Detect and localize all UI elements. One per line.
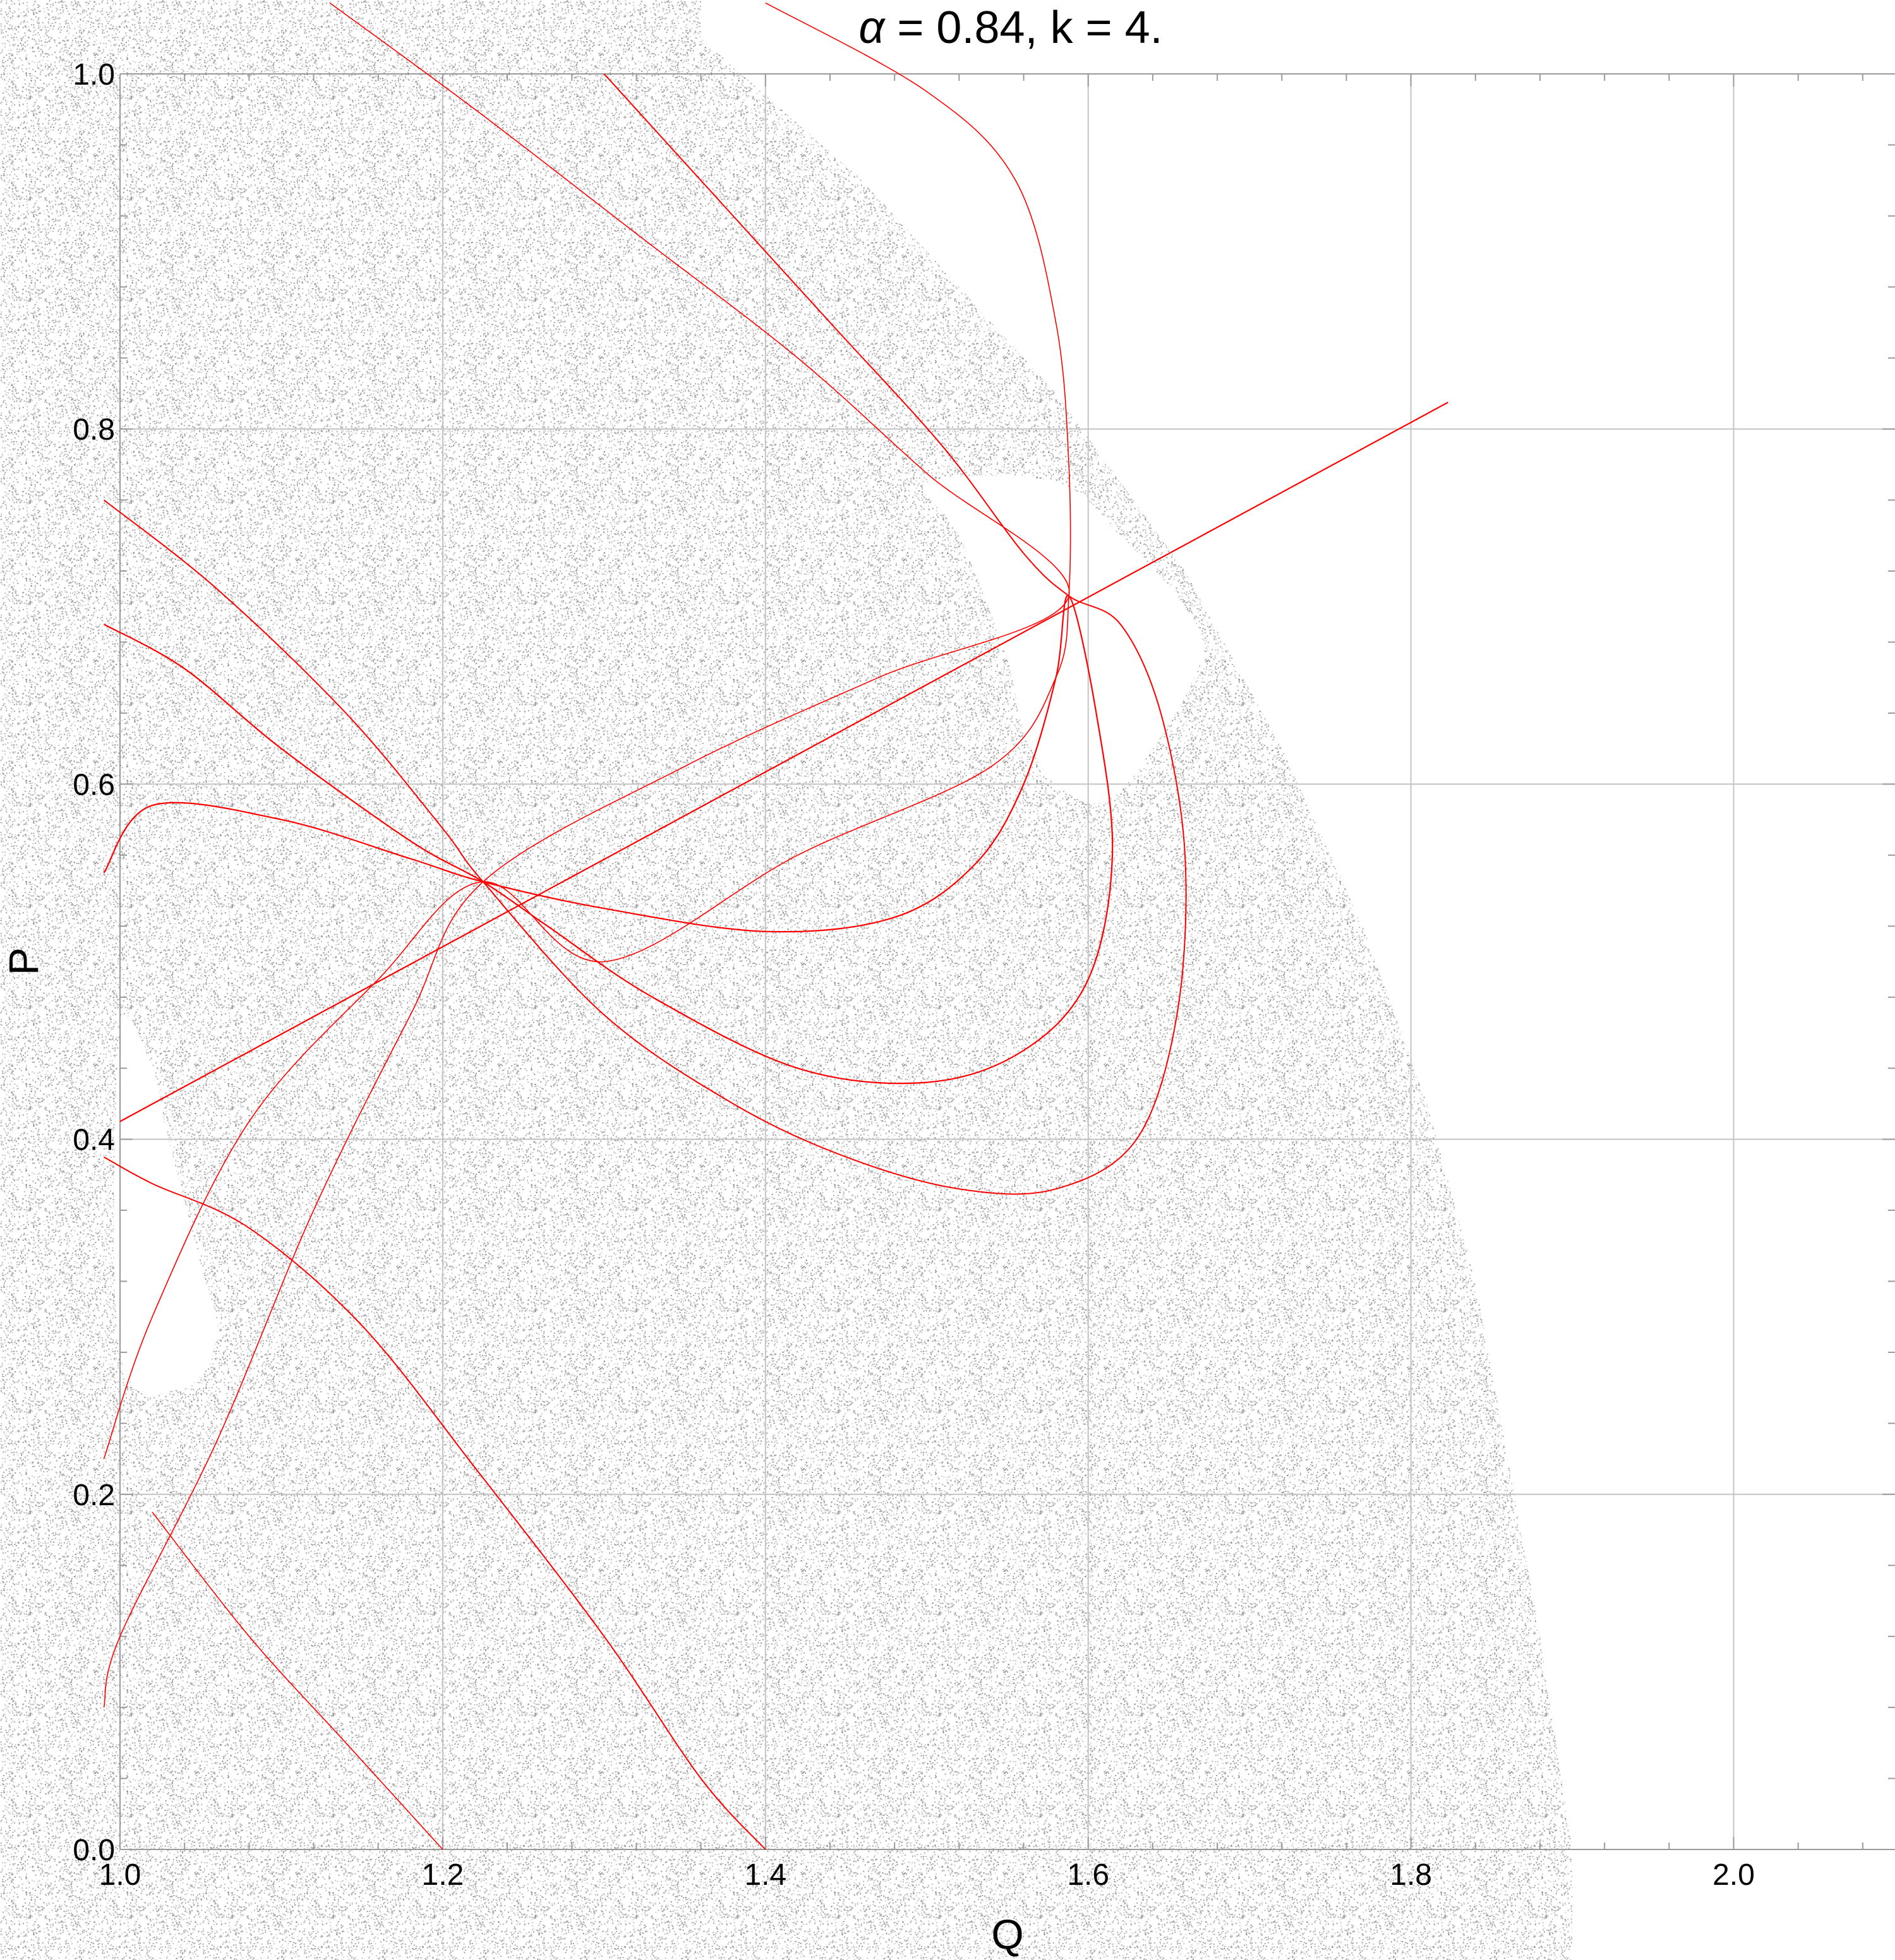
y-tick-label: 0.0 [73,1834,115,1867]
curve-straight-line [119,402,1448,1122]
chart-title: α = 0.84, k = 4. [858,3,1162,53]
title-alpha: α [858,3,886,53]
curve-thin-arc-a [103,2,1071,1459]
title-rest: = 0.84, k = 4. [884,3,1162,53]
tick-labels: 1.0 1.2 1.4 1.6 1.8 2.0 0.0 0.2 0.4 0.6 0.8 1.0 [73,58,1755,1892]
y-tick-label: 1.0 [73,58,115,92]
x-tick-label: 1.8 [1390,1858,1432,1892]
plot-frame [119,73,1895,1850]
x-tick-label: 1.4 [744,1858,786,1892]
x-tick-label: 1.2 [422,1858,464,1892]
x-tick-label: 2.0 [1712,1858,1755,1892]
x-tick-label: 1.6 [1067,1858,1109,1892]
y-tick-label: 0.8 [73,413,115,447]
curve-long-arc [103,73,1187,1195]
y-tick-label: 0.2 [73,1479,115,1512]
curve-outer-loop [104,1156,766,1850]
curve-thin-arc-b [103,2,1070,1708]
x-tick-label: 1.0 [99,1858,141,1892]
y-tick-label: 0.6 [73,768,115,802]
y-axis-label: P [0,947,47,975]
red-trajectories [103,2,1448,1850]
curve-thin-arc-c [152,1512,443,1850]
x-axis-label: Q [991,1911,1023,1957]
y-tick-label: 0.4 [73,1124,115,1157]
